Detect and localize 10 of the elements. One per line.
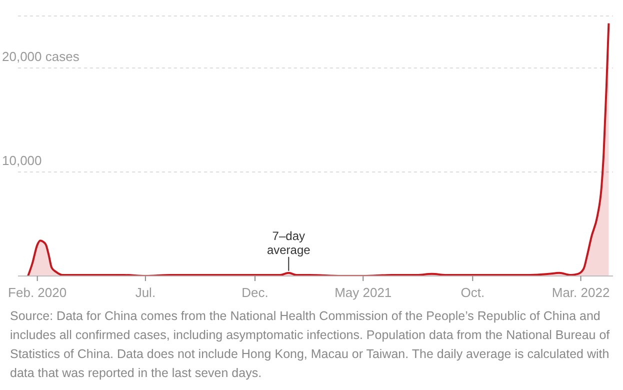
x-tick-label: Feb. 2020 [8, 285, 67, 300]
source-note: Source: Data for China comes from the National Health Commission of the People’s Republic of China and includes all confirmed cases, including asymptomatic infections. Population data from the National Bureau of Statistics of China. Data does not include Hong Kong, Macau or Taiwan. The daily average is calculated with data that was reported in the last seven days. [10, 308, 610, 382]
x-tick-label: Oct. [460, 285, 485, 300]
y-tick-label: 20,000 cases [2, 49, 80, 64]
annotation: 7–day average [266, 228, 311, 257]
x-tick-label: Dec. [242, 285, 268, 300]
x-tick-label: Jul. [135, 285, 156, 300]
x-tick-label: May 2021 [334, 285, 392, 300]
y-tick-label: 10,000 [2, 153, 42, 168]
x-tick-label: Mar. 2022 [552, 285, 610, 300]
